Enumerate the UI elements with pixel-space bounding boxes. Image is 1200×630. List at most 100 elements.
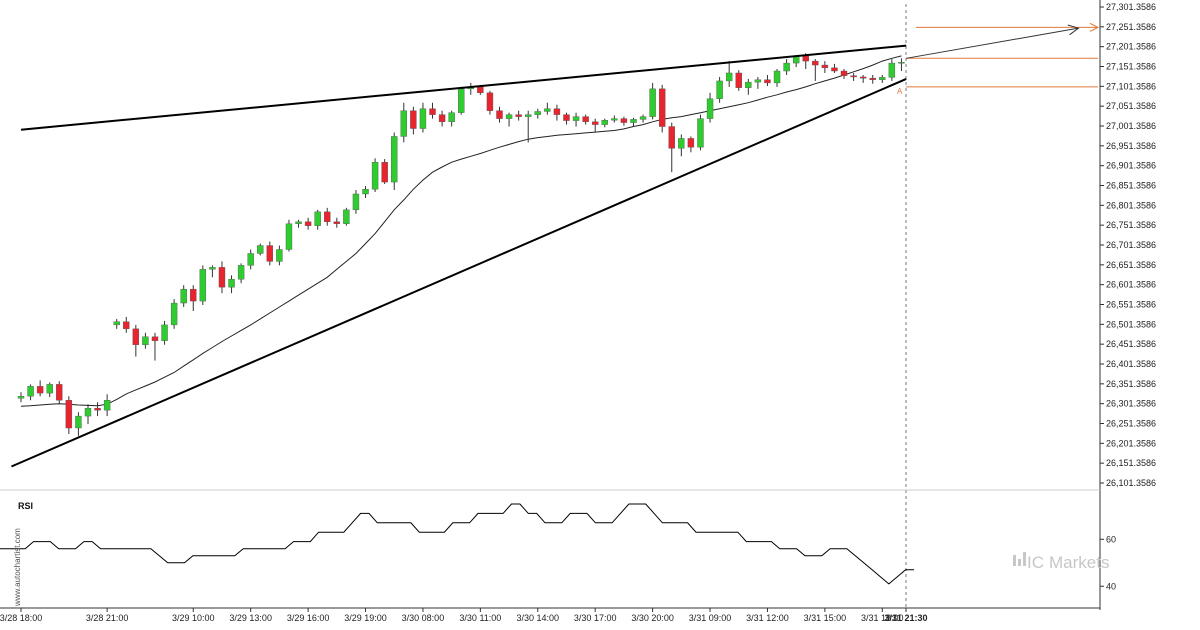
rsi-title: RSI xyxy=(18,501,33,511)
candle xyxy=(56,381,63,405)
y-tick-label: 26,351.3586 xyxy=(1106,379,1156,389)
candle xyxy=(572,112,580,127)
candle xyxy=(658,84,666,133)
candle-body xyxy=(898,62,905,64)
candle-body xyxy=(706,98,714,119)
x-tick-label: 3/31 18:00 xyxy=(861,613,904,623)
candle-body xyxy=(745,81,752,88)
y-tick-label: 26,251.3586 xyxy=(1106,419,1156,429)
candle-body xyxy=(228,279,235,288)
candle xyxy=(199,265,207,306)
candle xyxy=(764,74,771,87)
x-tick-label: 3/31 15:00 xyxy=(804,613,847,623)
candle-body xyxy=(563,114,570,121)
candle xyxy=(257,243,264,256)
y-tick-label: 26,601.3586 xyxy=(1106,280,1156,290)
candle xyxy=(850,72,857,81)
candle xyxy=(725,61,733,87)
candle-body xyxy=(56,384,63,401)
x-tick-label: 3/30 20:00 xyxy=(631,613,674,623)
candle xyxy=(525,110,532,143)
candle xyxy=(859,74,867,83)
candle-body xyxy=(94,407,101,411)
candle-body xyxy=(295,221,302,224)
candle xyxy=(17,392,25,403)
candle xyxy=(620,116,628,126)
candle xyxy=(419,102,427,133)
candle-body xyxy=(199,269,207,302)
candle xyxy=(438,110,446,127)
candle-body xyxy=(725,72,733,82)
candle xyxy=(869,74,876,84)
candle xyxy=(362,186,369,198)
y-tick-label: 26,301.3586 xyxy=(1106,399,1156,409)
y-tick-label: 27,151.3586 xyxy=(1106,62,1156,72)
candle xyxy=(190,285,197,311)
candle-body xyxy=(553,108,561,115)
x-tick-label: 3/30 08:00 xyxy=(402,613,445,623)
candle-body xyxy=(697,118,704,148)
candle xyxy=(582,114,589,125)
moving-average-line xyxy=(20,55,902,407)
y-tick-label: 26,801.3586 xyxy=(1106,200,1156,210)
candle-body xyxy=(821,64,829,69)
y-tick-label: 26,101.3586 xyxy=(1106,478,1156,488)
candle xyxy=(429,102,436,119)
rsi-tick-label: 60 xyxy=(1106,534,1116,544)
candle-body xyxy=(678,138,685,149)
x-tick-label: 3/31 21:30 xyxy=(884,613,927,623)
candle xyxy=(247,249,254,270)
candle-body xyxy=(266,245,274,262)
candle xyxy=(381,159,388,185)
y-tick-label: 27,101.3586 xyxy=(1106,81,1156,91)
projection-line xyxy=(906,27,1079,59)
y-tick-label: 27,001.3586 xyxy=(1106,121,1156,131)
projection-arrowhead-icon xyxy=(1067,24,1080,36)
candle xyxy=(75,412,82,436)
candle-body xyxy=(257,245,264,254)
wedge-trendline xyxy=(11,78,907,468)
candle-body xyxy=(620,118,628,123)
candle xyxy=(888,59,896,81)
candle xyxy=(285,219,293,252)
candle xyxy=(209,265,216,278)
candle-body xyxy=(601,119,608,125)
logo-bar-icon xyxy=(1018,559,1021,566)
candle-body xyxy=(850,75,857,78)
candle xyxy=(687,136,695,153)
candle xyxy=(486,90,494,115)
x-tick-label: 3/29 10:00 xyxy=(172,613,215,623)
candle-body xyxy=(419,108,427,129)
candle xyxy=(505,112,513,127)
candle-body xyxy=(486,92,494,111)
candle xyxy=(783,59,790,75)
x-tick-label: 3/28 21:00 xyxy=(86,613,129,623)
candle xyxy=(601,118,608,128)
candle-body xyxy=(859,76,867,79)
candle xyxy=(266,241,274,266)
candle-body xyxy=(180,288,187,304)
candle xyxy=(400,102,407,143)
pattern-marker: A xyxy=(897,87,903,96)
candle-body xyxy=(113,321,120,326)
candle xyxy=(170,299,178,329)
y-tick-label: 27,301.3586 xyxy=(1106,2,1156,12)
candle-body xyxy=(343,209,350,224)
candle-body xyxy=(36,386,44,394)
candle xyxy=(534,108,541,119)
candle-body xyxy=(869,77,876,80)
candle xyxy=(879,74,886,83)
candle xyxy=(448,110,455,127)
y-tick-label: 26,401.3586 xyxy=(1106,359,1156,369)
y-tick-label: 26,851.3586 xyxy=(1106,181,1156,191)
x-tick-label: 3/29 13:00 xyxy=(229,613,272,623)
candle-body xyxy=(477,86,484,94)
candle-body xyxy=(17,396,25,399)
candle-body xyxy=(572,116,580,121)
logo-bar-icon xyxy=(1023,552,1026,566)
candle-body xyxy=(448,112,455,122)
candle xyxy=(228,275,235,294)
candle-body xyxy=(735,72,742,88)
candle-body xyxy=(65,400,73,429)
